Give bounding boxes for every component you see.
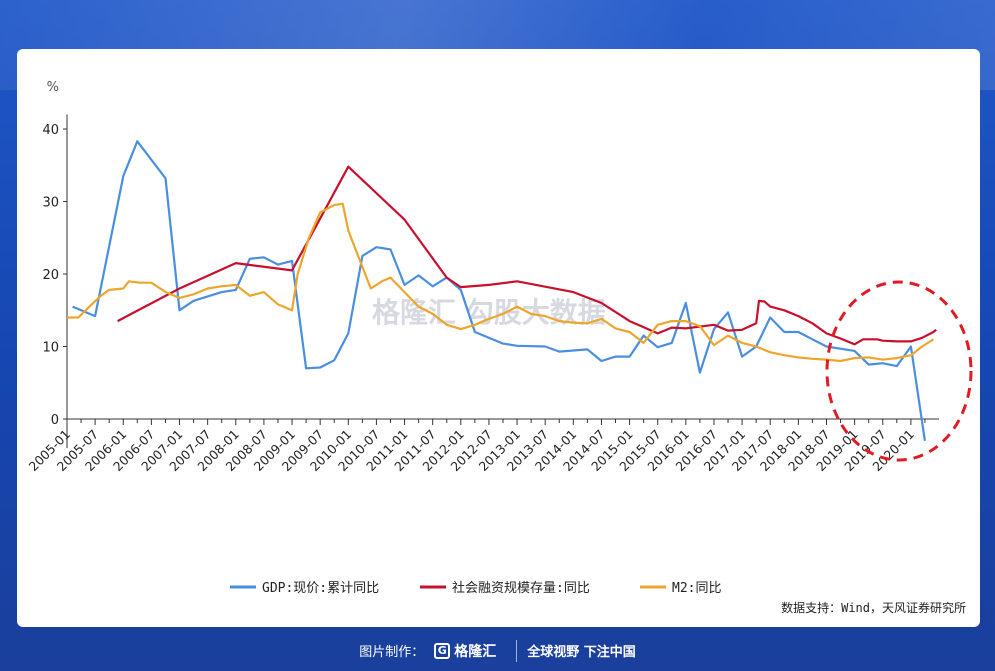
brand-logo: G 格隆汇 [434, 641, 496, 661]
series-line-3 [67, 202, 934, 363]
series-lines [67, 140, 937, 441]
y-tick-label: 40 [42, 123, 59, 138]
y-unit-label: % [47, 80, 59, 95]
footer-divider [516, 639, 518, 662]
annotation [825, 280, 973, 462]
legend: GDP:现价:累计同比 社会融资规模存量:同比 M2:同比 [230, 580, 721, 596]
brand-name: 格隆汇 [454, 643, 497, 660]
footer-slogan: 全球视野 下注中国 [527, 645, 636, 660]
legend-label-2: 社会融资规模存量:同比 [452, 580, 590, 596]
chart-card: % 0 10 20 30 40 2005-01 2005-07 2006-01 2006-07 20… [17, 49, 980, 627]
highlight-circle [825, 280, 973, 462]
y-tick-label: 10 [42, 341, 59, 356]
g-logo-icon: G [434, 642, 451, 659]
y-tick-label: 30 [42, 196, 59, 211]
y-tick-label: 20 [42, 268, 59, 283]
legend-label-1: GDP:现价:累计同比 [262, 581, 379, 596]
source-note: 数据支持：Wind，天风证券研究所 [781, 601, 966, 615]
watermark: 格隆汇 勾股大数据 [372, 296, 606, 329]
watermark-text: 格隆汇 勾股大数据 [372, 296, 606, 329]
legend-label-3: M2:同比 [672, 581, 721, 596]
series-line-1 [72, 140, 926, 441]
axes: %0102030402005-012005-072006-012006-0720… [26, 80, 939, 474]
line-chart: %0102030402005-012005-072006-012006-0720… [26, 80, 973, 596]
made-by-label: 图片制作： [359, 645, 425, 660]
y-tick-label: 0 [51, 413, 59, 428]
footer-bar: 图片制作： G 格隆汇 全球视野 下注中国 [0, 630, 995, 671]
series-line-2 [117, 165, 937, 346]
